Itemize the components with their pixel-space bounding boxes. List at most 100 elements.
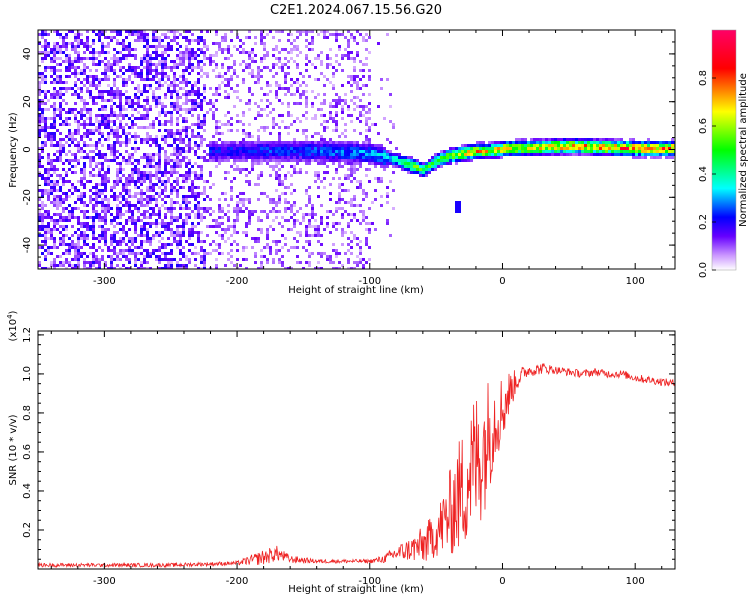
spectrogram-cell [368, 78, 371, 81]
spectrogram-cell [38, 42, 41, 45]
spectrogram-cell [395, 162, 398, 165]
spectrogram-cell [131, 72, 134, 75]
spectrogram-cell [146, 72, 149, 75]
spectrogram-cell [167, 45, 170, 48]
spectrogram-cell [470, 156, 473, 159]
spectrogram-cell [251, 72, 254, 75]
spectrogram-cell [656, 147, 659, 150]
spectrogram-cell [140, 39, 143, 42]
spectrogram-cell [176, 162, 179, 165]
spectrogram-cell [200, 240, 203, 243]
spectrogram-cell [146, 222, 149, 225]
spectrogram-cell [473, 144, 476, 147]
spectrogram-cell [200, 39, 203, 42]
spectrogram-cell [344, 150, 347, 153]
spectrogram-cell [362, 210, 365, 213]
spectrogram-cell [347, 213, 350, 216]
spectrogram-cell [53, 102, 56, 105]
spectrogram-cell [179, 231, 182, 234]
spectrogram-cell [329, 63, 332, 66]
spectrogram-cell [353, 153, 356, 156]
spectrogram-cell [350, 165, 353, 168]
spectrogram-cell [137, 39, 140, 42]
spectrogram-cell [212, 210, 215, 213]
spectrogram-cell [143, 45, 146, 48]
spectrogram-cell [83, 57, 86, 60]
spectrogram-cell [317, 267, 320, 269]
spectrogram-cell [596, 153, 599, 156]
spectrogram-cell [50, 219, 53, 222]
spectrogram-cell [197, 117, 200, 120]
spectrogram-cell [335, 228, 338, 231]
x-tick-label: 100 [626, 276, 645, 287]
spectrogram-cell [215, 93, 218, 96]
spectrogram-cell [314, 117, 317, 120]
spectrogram-cell [329, 258, 332, 261]
spectrogram-cell [167, 30, 170, 33]
spectrogram-cell [143, 204, 146, 207]
spectrogram-cell [119, 57, 122, 60]
spectrogram-cell [383, 117, 386, 120]
spectrogram-cell [533, 138, 536, 141]
spectrogram-cell [290, 78, 293, 81]
spectrogram-cell [221, 48, 224, 51]
spectrogram-cell [131, 222, 134, 225]
spectrogram-cell [236, 210, 239, 213]
spectrogram-cell [242, 246, 245, 249]
spectrogram-cell [104, 198, 107, 201]
spectrogram-cell [335, 210, 338, 213]
spectrogram-cell [101, 231, 104, 234]
spectrogram-cell [170, 267, 173, 269]
spectrogram-cell [38, 198, 41, 201]
spectrogram-cell [182, 198, 185, 201]
spectrogram-cell [314, 159, 317, 162]
spectrogram-cell [95, 129, 98, 132]
spectrogram-cell [206, 57, 209, 60]
spectrogram-cell [71, 186, 74, 189]
spectrogram-cell [230, 186, 233, 189]
spectrogram-cell [308, 42, 311, 45]
spectrogram-cell [128, 117, 131, 120]
spectrogram-cell [302, 216, 305, 219]
spectrogram-cell [62, 144, 65, 147]
spectrogram-cell [347, 105, 350, 108]
spectrogram-cell [464, 150, 467, 153]
spectrogram-cell [356, 180, 359, 183]
spectrogram-cell [266, 105, 269, 108]
spectrogram-cell [101, 33, 104, 36]
spectrogram-cell [146, 69, 149, 72]
spectrogram-cell [560, 153, 563, 156]
spectrogram-cell [218, 138, 221, 141]
spectrogram-cell [302, 132, 305, 135]
spectrogram-cell [113, 240, 116, 243]
spectrogram-cell [146, 99, 149, 102]
spectrogram-cell [242, 231, 245, 234]
spectrogram-cell [134, 219, 137, 222]
spectrogram-cell [527, 144, 530, 147]
spectrogram-cell [218, 216, 221, 219]
spectrogram-cell [239, 51, 242, 54]
spectrogram-cell [311, 150, 314, 153]
spectrogram-cell [86, 132, 89, 135]
spectrogram-cell [83, 201, 86, 204]
spectrogram-cell [50, 201, 53, 204]
spectrogram-cell [305, 228, 308, 231]
spectrogram-cell [170, 243, 173, 246]
spectrogram-cell [176, 42, 179, 45]
spectrogram-cell [59, 90, 62, 93]
spectrogram-cell [83, 264, 86, 267]
spectrogram-cell [263, 45, 266, 48]
spectrogram-cell [56, 174, 59, 177]
spectrogram-cell [155, 234, 158, 237]
spectrogram-cell [305, 69, 308, 72]
spectrogram-cell [140, 126, 143, 129]
spectrogram-cell [353, 69, 356, 72]
spectrogram-cell [110, 69, 113, 72]
spectrogram-cell [281, 63, 284, 66]
spectrogram-cell [305, 135, 308, 138]
spectrogram-cell [356, 168, 359, 171]
spectrogram-cell [323, 162, 326, 165]
spectrogram-cell [614, 147, 617, 150]
spectrogram-cell [119, 195, 122, 198]
spectrogram-cell [131, 210, 134, 213]
